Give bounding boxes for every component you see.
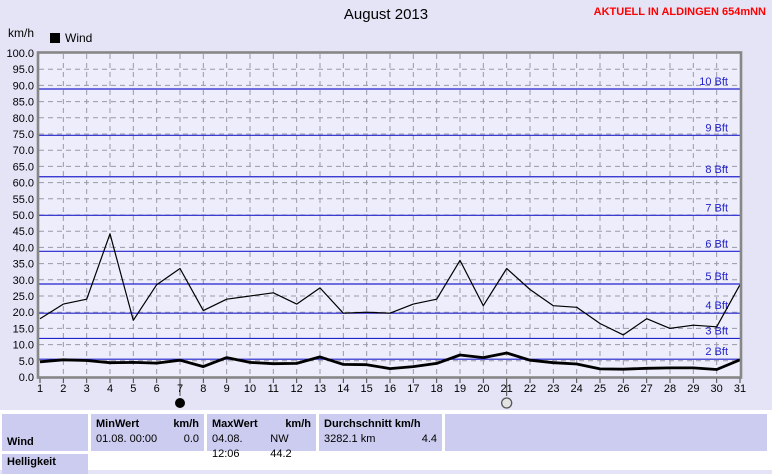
avg-value: 4.4 xyxy=(421,433,437,445)
legend-swatch-icon xyxy=(50,33,60,43)
x-tick-label: 8 xyxy=(200,383,206,395)
next-param-cell-clipped: Helligkeit xyxy=(2,454,88,474)
y-tick-label: 5.0 xyxy=(19,356,34,368)
page-title: August 2013 xyxy=(343,6,429,23)
x-tick-label: 27 xyxy=(641,383,653,395)
avg-header: Durchschnitt km/h xyxy=(324,418,421,430)
y-tick-label: 30.0 xyxy=(13,275,34,287)
bft-label: 10 Bft xyxy=(699,76,728,88)
x-tick-label: 4 xyxy=(107,383,113,395)
series-line xyxy=(39,351,741,371)
x-tick-label: 26 xyxy=(617,383,629,395)
new-moon-icon xyxy=(175,398,185,408)
y-tick-label: 70.0 xyxy=(13,145,34,157)
x-tick-label: 29 xyxy=(687,383,699,395)
y-tick-label: 75.0 xyxy=(13,129,34,141)
y-tick-label: 40.0 xyxy=(13,242,34,254)
bft-label: 2 Bft xyxy=(705,346,728,358)
max-unit: km/h xyxy=(285,418,311,430)
avg-distance: 3282.1 km xyxy=(324,433,376,445)
y-tick-label: 100.0 xyxy=(6,48,34,60)
y-tick-label: 50.0 xyxy=(13,210,34,222)
x-tick-label: 17 xyxy=(407,383,419,395)
y-tick-label: 55.0 xyxy=(13,194,34,206)
y-tick-label: 25.0 xyxy=(13,291,34,303)
stats-max-cell: MaxWert km/h 04.08. 12:06 NW 44.2 xyxy=(207,414,316,460)
max-header: MaxWert xyxy=(212,418,258,430)
full-moon-icon xyxy=(501,397,513,409)
x-tick-label: 2 xyxy=(60,383,66,395)
bft-label: 9 Bft xyxy=(705,122,728,134)
y-tick-label: 35.0 xyxy=(13,259,34,271)
x-tick-label: 5 xyxy=(130,383,136,395)
min-time: 01.08. 00:00 xyxy=(96,433,158,445)
x-tick-label: 12 xyxy=(291,383,303,395)
legend-label: Wind xyxy=(65,31,93,45)
x-tick-label: 10 xyxy=(244,383,256,395)
max-time: 04.08. 12:06 xyxy=(212,433,243,460)
max-value: NW 44.2 xyxy=(270,433,292,460)
legend: Wind xyxy=(50,31,92,45)
bft-label: 7 Bft xyxy=(705,202,728,214)
x-tick-label: 28 xyxy=(664,383,676,395)
x-tick-label: 14 xyxy=(337,383,349,395)
y-tick-label: 60.0 xyxy=(13,178,34,190)
x-tick-label: 20 xyxy=(477,383,489,395)
x-tick-label: 15 xyxy=(361,383,373,395)
bft-label: 6 Bft xyxy=(705,238,728,250)
y-tick-label: 10.0 xyxy=(13,340,34,352)
x-tick-label: 23 xyxy=(547,383,559,395)
stats-avg-cell: Durchschnitt km/h 3282.1 km 4.4 xyxy=(319,414,442,451)
series-line xyxy=(39,233,741,336)
x-tick-label: 7 xyxy=(177,383,183,395)
stats-empty-cell xyxy=(445,414,767,451)
y-axis-unit: km/h xyxy=(8,26,35,40)
min-header: MinWert xyxy=(96,418,140,430)
y-tick-label: 65.0 xyxy=(13,161,34,173)
y-tick-label: 20.0 xyxy=(13,307,34,319)
x-tick-label: 3 xyxy=(84,383,90,395)
stats-param-cell: Wind xyxy=(2,414,88,451)
x-tick-label: 30 xyxy=(711,383,723,395)
x-tick-label: 31 xyxy=(734,383,746,395)
param-label: Wind xyxy=(7,436,34,448)
y-tick-label: 85.0 xyxy=(13,97,34,109)
x-tick-label: 21 xyxy=(501,383,513,395)
x-tick-label: 25 xyxy=(594,383,606,395)
station-label: AKTUELL IN ALDINGEN 654mNN xyxy=(593,6,766,18)
y-tick-label: 45.0 xyxy=(13,226,34,238)
min-unit: km/h xyxy=(173,418,199,430)
bft-label: 8 Bft xyxy=(705,164,728,176)
bft-label: 4 Bft xyxy=(705,300,728,312)
x-tick-label: 6 xyxy=(154,383,160,395)
x-tick-label: 1 xyxy=(37,383,43,395)
x-tick-label: 19 xyxy=(454,383,466,395)
x-tick-label: 18 xyxy=(431,383,443,395)
y-tick-label: 90.0 xyxy=(13,80,34,92)
wind-line-chart: 2 Bft 3 Bft 4 Bft 5 Bft 6 Bft 7 Bft 8 Bft 9 Bft… xyxy=(6,48,746,409)
y-tick-label: 95.0 xyxy=(13,64,34,76)
y-tick-label: 80.0 xyxy=(13,113,34,125)
y-tick-label: 15.0 xyxy=(13,323,34,335)
x-tick-label: 13 xyxy=(314,383,326,395)
weather-chart-page: { "header": { "title": "August 2013", "s… xyxy=(0,6,772,474)
bft-label: 3 Bft xyxy=(705,325,728,337)
y-tick-label: 0.0 xyxy=(19,372,34,384)
x-tick-label: 24 xyxy=(571,383,583,395)
x-tick-label: 11 xyxy=(268,383,279,395)
bft-label: 5 Bft xyxy=(705,271,728,283)
x-tick-label: 9 xyxy=(224,383,230,395)
min-value: 0.0 xyxy=(183,433,199,445)
x-tick-label: 16 xyxy=(384,383,396,395)
stats-table: Wind MinWert km/h 01.08. 00:00 0.0 MaxWe… xyxy=(0,410,772,474)
x-tick-label: 22 xyxy=(524,383,536,395)
stats-min-cell: MinWert km/h 01.08. 00:00 0.0 xyxy=(91,414,204,451)
